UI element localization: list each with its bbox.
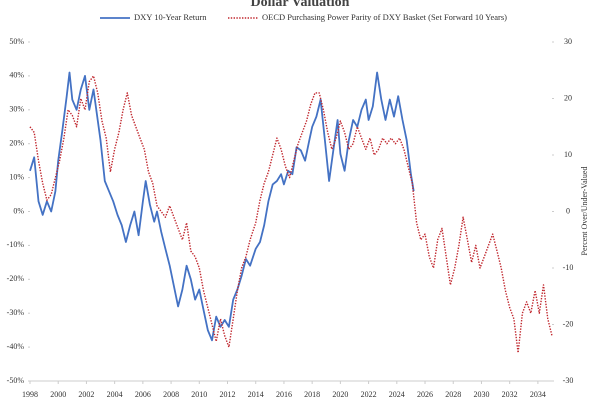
x-tick-label: 2024 [389,390,405,399]
y-tick-label: -10% [7,240,25,249]
series-line [29,75,553,354]
x-tick-label: 2028 [445,390,461,399]
x-tick-label: 2006 [135,390,151,399]
legend-label: DXY 10-Year Return [134,12,207,22]
x-tick-label: 2004 [107,390,123,399]
y2-tick-label: 10 [564,150,572,159]
x-tick-label: 2032 [502,390,518,399]
y-tick-label: -20% [7,274,25,283]
chart-title: Dollar Valuation [251,0,350,10]
x-tick-label: 2002 [78,390,94,399]
y2-tick-label: 20 [564,93,572,102]
x-tick-label: 2034 [530,390,546,399]
y-tick-label: 40% [9,71,24,80]
x-tick-label: 2016 [276,390,292,399]
y2-tick-label: -10 [563,263,574,272]
x-tick-label: 2022 [361,390,377,399]
x-tick-label: 2020 [332,390,348,399]
x-tick-label: 2000 [50,390,66,399]
series-line [29,71,415,342]
x-tick-label: 1998 [22,390,38,399]
y2-tick-label: 30 [564,37,572,46]
y-tick-label: -40% [7,342,25,351]
y-tick-label: 0% [13,206,24,215]
y2-tick-label: -30 [563,376,574,385]
y2-tick-label: -20 [563,319,574,328]
y-tick-label: -50% [7,376,25,385]
x-tick-label: 2014 [248,390,264,399]
x-tick-label: 2030 [473,390,489,399]
legend-label: OECD Purchasing Power Parity of DXY Bask… [262,12,507,22]
x-tick-label: 2012 [220,390,236,399]
y2-tick-label: 0 [566,206,570,215]
y-tick-label: 30% [9,105,24,114]
x-tick-label: 2010 [191,390,207,399]
y-tick-label: 20% [9,139,24,148]
x-tick-label: 2026 [417,390,433,399]
y-tick-label: -30% [7,308,25,317]
y2-axis-label: Percent Over/Under-Valued [580,167,589,256]
y-tick-label: 10% [9,172,24,181]
y-tick-label: 50% [9,37,24,46]
x-tick-label: 2008 [163,390,179,399]
x-tick-label: 2018 [304,390,320,399]
